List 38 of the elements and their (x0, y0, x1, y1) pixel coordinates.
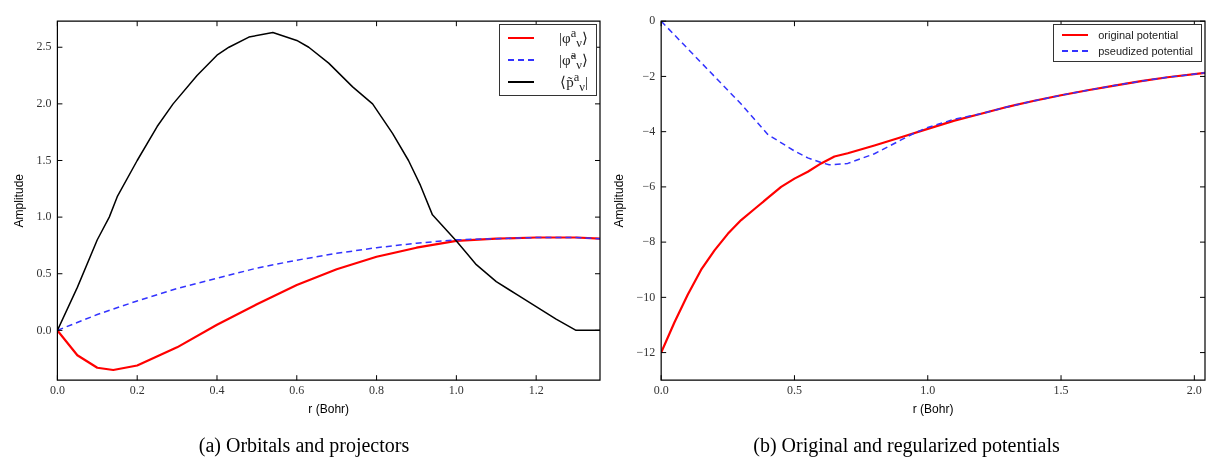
x-tick-label: 2.0 (1186, 382, 1202, 397)
y-tick-label: −4 (642, 123, 656, 138)
x-tick-label: 0.0 (49, 382, 65, 397)
x-tick-label: 1.2 (528, 382, 544, 397)
x-tick-label: 0.5 (786, 382, 802, 397)
y-tick-label: 0.5 (36, 265, 52, 280)
legend-label: original potential (1098, 29, 1179, 42)
y-tick-label: 2.5 (36, 39, 52, 54)
line-series (57, 236, 600, 332)
x-tick-label: 0.0 (653, 382, 669, 397)
y-tick-label: 0.0 (36, 322, 52, 337)
text: (b) Original and regularized potentials (753, 434, 1060, 458)
legend-label: |φ$^{a}$$_{ν}$⟩ (559, 25, 588, 50)
y-axis-title: Amplitude (11, 173, 26, 228)
x-axis-title: r (Bohr) (912, 402, 954, 417)
y-tick-label: −8 (642, 234, 656, 249)
y-tick-label: 0 (649, 13, 656, 28)
text: (a) Orbitals and projectors (198, 434, 410, 458)
legend-label: |φ̃$^{a}$$_{ν}$⟩ (559, 47, 588, 72)
y-tick-label: −12 (636, 344, 656, 359)
x-tick-label: 1.0 (448, 382, 464, 397)
x-tick-label: 1.0 (920, 382, 936, 397)
x-tick-label: 0.6 (289, 382, 305, 397)
x-tick-label: 0.8 (369, 382, 385, 397)
x-tick-label: 0.2 (129, 382, 145, 397)
y-tick-label: −6 (642, 179, 656, 194)
legend-label: pseudized potential (1098, 45, 1193, 58)
x-tick-label: 0.4 (209, 382, 225, 397)
y-tick-label: −10 (636, 289, 656, 304)
y-tick-label: −2 (642, 68, 656, 83)
y-tick-label: 1.5 (36, 152, 52, 167)
x-axis-title: r (Bohr) (308, 402, 350, 417)
legend-label: ⟨p̃$^{a}$$_{ν}$| (560, 69, 588, 94)
y-tick-label: 2.0 (36, 96, 52, 111)
y-axis-title: Amplitude (611, 173, 626, 228)
x-tick-label: 1.5 (1053, 382, 1069, 397)
y-tick-label: 1.0 (36, 209, 52, 224)
line-series (661, 21, 1205, 166)
